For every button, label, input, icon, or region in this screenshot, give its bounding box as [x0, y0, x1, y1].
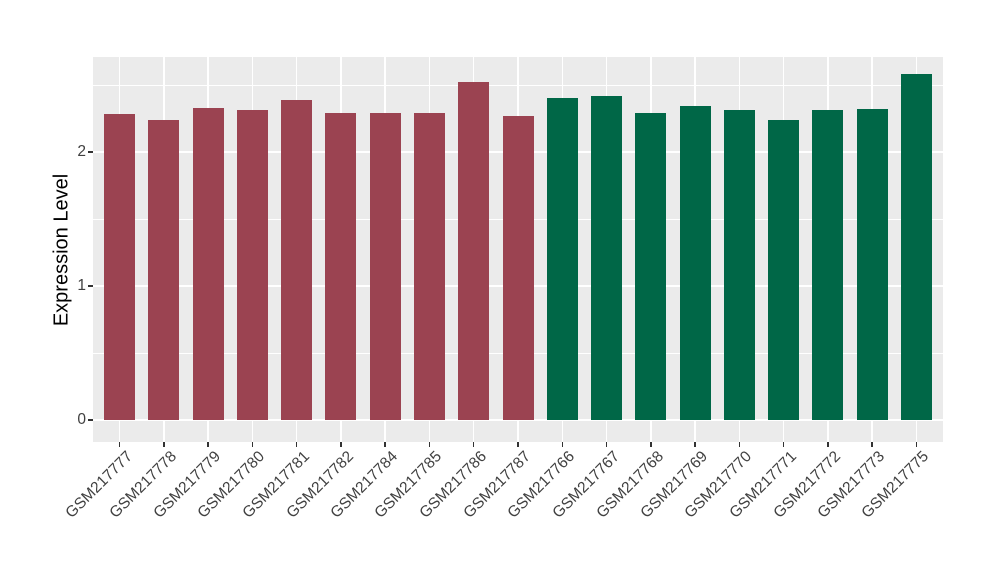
- bar-GSM217787: [502, 115, 534, 420]
- bar-GSM217769: [679, 106, 711, 420]
- x-axis-tick-mark: [915, 442, 918, 447]
- bar-GSM217779: [192, 107, 224, 420]
- bar-GSM217771: [768, 119, 800, 420]
- y-axis-tick-mark: [88, 419, 93, 421]
- x-axis-tick-mark: [650, 442, 652, 447]
- x-axis-tick-mark: [517, 442, 519, 447]
- bar-GSM217768: [635, 113, 667, 420]
- x-axis-tick-mark: [782, 442, 785, 447]
- x-axis-tick-mark: [251, 442, 254, 447]
- x-axis-tick-mark: [428, 442, 431, 447]
- x-axis-tick-mark: [163, 442, 165, 447]
- bar-GSM217780: [236, 110, 268, 420]
- plot-panel: [93, 57, 943, 442]
- y-axis-tick-label: 1: [77, 277, 86, 294]
- bar-GSM217785: [413, 113, 445, 420]
- x-axis-tick-mark: [605, 442, 608, 447]
- x-axis-tick-mark: [207, 442, 209, 447]
- x-axis-tick-mark: [561, 442, 564, 447]
- x-axis-tick-mark: [340, 442, 342, 447]
- y-axis-tick-label: 0: [77, 411, 86, 428]
- bar-GSM217781: [281, 99, 313, 420]
- bar-GSM217773: [856, 109, 888, 420]
- bar-GSM217772: [812, 110, 844, 420]
- y-axis-tick-mark: [88, 151, 93, 153]
- x-axis-tick-mark: [827, 442, 829, 447]
- x-axis-tick-mark: [384, 442, 386, 447]
- bar-GSM217766: [546, 98, 578, 420]
- x-axis-tick-mark: [472, 442, 475, 447]
- bar-GSM217786: [458, 82, 490, 420]
- bar-GSM217770: [723, 110, 755, 420]
- bar-GSM217775: [900, 74, 932, 420]
- y-axis-tick-mark: [88, 285, 93, 287]
- bar-GSM217778: [148, 119, 180, 420]
- x-axis-tick-mark: [118, 442, 121, 447]
- x-axis-tick-mark: [871, 442, 873, 447]
- x-axis-tick-mark: [694, 442, 696, 447]
- y-axis-tick-label: 2: [77, 143, 86, 160]
- bar-GSM217782: [325, 113, 357, 420]
- x-axis-tick-mark: [295, 442, 298, 447]
- y-axis-title: Expression Level: [50, 173, 73, 327]
- bar-GSM217784: [369, 113, 401, 420]
- bar-GSM217767: [591, 95, 623, 420]
- bar-GSM217777: [104, 114, 136, 420]
- x-axis-tick-mark: [738, 442, 741, 447]
